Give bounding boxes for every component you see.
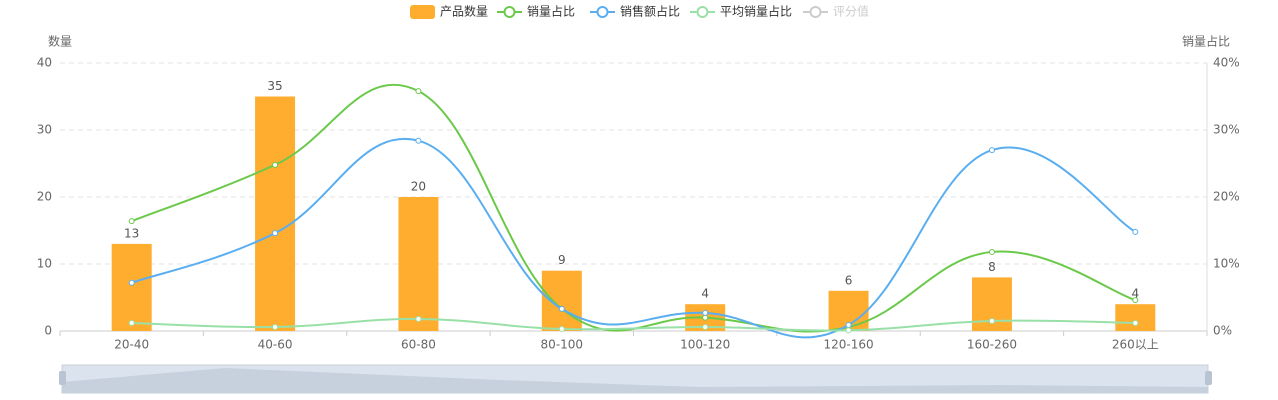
point	[1132, 319, 1139, 326]
zoom-shadow	[62, 368, 1208, 393]
bar-label: 4	[701, 287, 709, 301]
point	[1132, 228, 1139, 235]
x-tick-label: 20-40	[114, 338, 149, 352]
y-tick-label: 40	[37, 56, 52, 70]
point	[272, 323, 279, 330]
bar	[111, 243, 152, 331]
legend-label[interactable]: 评分值	[833, 4, 869, 19]
x-tick-label: 100-120	[680, 338, 730, 352]
x-tick-label: 160-260	[967, 338, 1017, 352]
point	[128, 279, 135, 286]
point	[415, 88, 422, 95]
bar-label: 8	[988, 260, 996, 274]
line	[131, 137, 1136, 339]
zoom-handle[interactable]	[59, 371, 66, 385]
legend-label[interactable]: 产品数量	[440, 4, 488, 19]
legend-swatch[interactable]	[696, 6, 709, 18]
legend-swatch[interactable]	[410, 5, 435, 19]
point	[272, 161, 279, 168]
bar-label: 9	[558, 253, 566, 267]
legend-label[interactable]: 销售额占比	[620, 4, 680, 19]
x-tick-label: 260以上	[1112, 338, 1159, 352]
x-tick-label: 60-80	[401, 338, 436, 352]
x-tick-label: 40-60	[258, 338, 293, 352]
data-zoom[interactable]	[59, 364, 1212, 394]
y2-tick-label: 0%	[1213, 324, 1232, 338]
line	[131, 317, 1136, 332]
legend-swatch[interactable]	[596, 6, 609, 18]
legend-label[interactable]: 平均销量占比	[720, 4, 792, 19]
bar	[1115, 304, 1156, 331]
bar	[398, 197, 439, 331]
line	[131, 83, 1136, 333]
y-axis-title: 数量	[48, 34, 72, 49]
point	[558, 325, 565, 332]
point	[272, 230, 279, 237]
bar-label: 35	[267, 79, 282, 93]
legend-swatch[interactable]	[809, 6, 822, 18]
point	[702, 323, 709, 330]
bar-label: 13	[124, 226, 139, 240]
point	[128, 319, 135, 326]
point	[415, 315, 422, 322]
y2-tick-label: 10%	[1213, 257, 1240, 271]
point	[1132, 297, 1139, 304]
point	[845, 327, 852, 334]
y2-tick-label: 40%	[1213, 56, 1240, 70]
point	[988, 317, 995, 324]
point	[702, 309, 709, 316]
y-tick-label: 10	[37, 257, 52, 271]
y2-tick-label: 30%	[1213, 123, 1240, 137]
y2-tick-label: 20%	[1213, 190, 1240, 204]
bar	[541, 270, 582, 331]
point	[988, 248, 995, 255]
point	[988, 147, 995, 154]
point	[128, 218, 135, 225]
bar-label: 6	[845, 273, 853, 287]
legend-label[interactable]: 销量占比	[527, 4, 575, 19]
bar	[255, 96, 296, 331]
x-tick-label: 120-160	[823, 338, 873, 352]
point	[415, 137, 422, 144]
point	[845, 321, 852, 328]
bar-label: 20	[411, 180, 426, 194]
y-tick-label: 20	[37, 190, 52, 204]
zoom-handle[interactable]	[1205, 371, 1212, 385]
y2-axis-title: 销量占比	[1182, 34, 1230, 49]
x-tick-label: 80-100	[541, 338, 584, 352]
point	[558, 305, 565, 312]
y-tick-label: 30	[37, 123, 52, 137]
bar-label: 4	[1131, 287, 1139, 301]
y-tick-label: 0	[44, 324, 52, 338]
legend-swatch[interactable]	[503, 6, 516, 18]
